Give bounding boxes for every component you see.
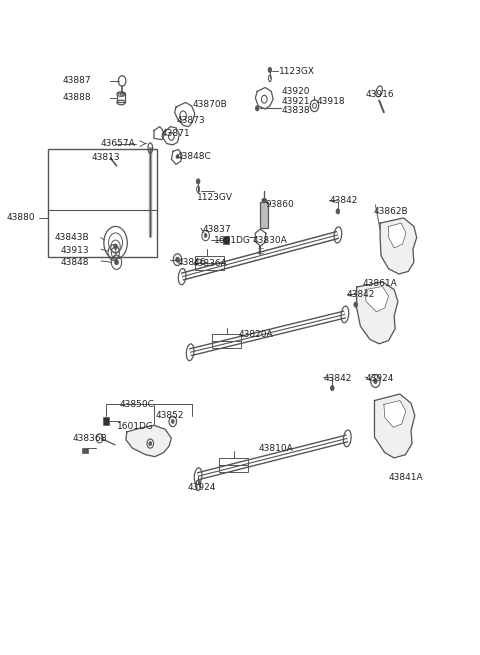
Text: 43848: 43848 — [61, 258, 89, 267]
Text: 43861A: 43861A — [362, 278, 397, 288]
Text: 1601DG: 1601DG — [214, 236, 251, 245]
Circle shape — [268, 67, 272, 73]
Polygon shape — [255, 229, 266, 246]
Circle shape — [149, 441, 152, 445]
Text: 43813: 43813 — [92, 153, 120, 162]
Text: 43846: 43846 — [178, 258, 206, 267]
Polygon shape — [380, 218, 417, 274]
Circle shape — [176, 155, 179, 159]
Ellipse shape — [262, 198, 266, 202]
Text: 43843B: 43843B — [55, 233, 89, 242]
Circle shape — [255, 105, 259, 111]
Circle shape — [330, 386, 334, 391]
Bar — [261, 202, 268, 229]
Text: 43830A: 43830A — [252, 236, 287, 245]
Bar — [82, 447, 88, 453]
Text: 43862B: 43862B — [373, 207, 408, 216]
Text: 43921: 43921 — [282, 97, 310, 105]
Polygon shape — [374, 394, 415, 458]
Polygon shape — [365, 286, 388, 312]
Polygon shape — [162, 126, 180, 145]
Text: 43848C: 43848C — [176, 152, 211, 161]
Bar — [117, 94, 125, 102]
Circle shape — [114, 244, 118, 250]
Polygon shape — [384, 401, 406, 427]
Text: 43836B: 43836B — [73, 434, 108, 443]
Circle shape — [336, 209, 340, 214]
Text: 43842: 43842 — [324, 374, 352, 383]
Bar — [48, 149, 157, 257]
Circle shape — [373, 379, 377, 384]
Text: 43657A: 43657A — [101, 139, 136, 148]
Text: 43887: 43887 — [63, 77, 92, 85]
Polygon shape — [388, 223, 406, 248]
Text: 43842: 43842 — [329, 196, 358, 205]
Text: 43850C: 43850C — [120, 400, 155, 409]
Text: 43924: 43924 — [188, 483, 216, 492]
Circle shape — [171, 419, 174, 423]
Polygon shape — [175, 102, 195, 126]
Text: 43924: 43924 — [366, 374, 395, 383]
Text: 93860: 93860 — [265, 200, 294, 210]
Text: 43841A: 43841A — [388, 473, 423, 482]
Polygon shape — [357, 282, 398, 344]
Text: 43880: 43880 — [7, 214, 36, 223]
Text: 43870B: 43870B — [192, 100, 227, 109]
Text: 43820A: 43820A — [239, 329, 273, 339]
Polygon shape — [126, 425, 171, 457]
Bar — [212, 334, 241, 348]
Text: 43810A: 43810A — [258, 443, 293, 453]
Bar — [195, 255, 224, 270]
Circle shape — [204, 234, 207, 238]
Text: 43873: 43873 — [176, 115, 204, 124]
Text: 43842: 43842 — [347, 290, 375, 299]
Polygon shape — [171, 149, 182, 164]
Circle shape — [196, 179, 200, 184]
Text: 43888: 43888 — [63, 94, 92, 102]
Polygon shape — [255, 88, 273, 109]
Text: 43913: 43913 — [60, 246, 89, 255]
Text: 43852: 43852 — [156, 411, 184, 420]
Polygon shape — [154, 126, 164, 140]
Text: 43918: 43918 — [317, 97, 346, 105]
Bar — [103, 417, 109, 425]
Text: 43916: 43916 — [366, 90, 395, 98]
Text: 1123GV: 1123GV — [197, 193, 233, 202]
Text: 43838: 43838 — [282, 107, 310, 115]
Text: 1601DG: 1601DG — [117, 422, 154, 431]
Text: 43837: 43837 — [203, 225, 231, 234]
Circle shape — [115, 259, 119, 265]
Bar — [261, 202, 268, 229]
Text: 43871: 43871 — [162, 128, 191, 138]
Bar — [223, 236, 228, 244]
Circle shape — [176, 257, 180, 262]
Text: 1123GX: 1123GX — [279, 67, 315, 76]
Text: 43836A: 43836A — [192, 259, 227, 268]
Circle shape — [354, 302, 358, 307]
Text: 43920: 43920 — [282, 87, 310, 96]
Bar — [219, 458, 248, 472]
